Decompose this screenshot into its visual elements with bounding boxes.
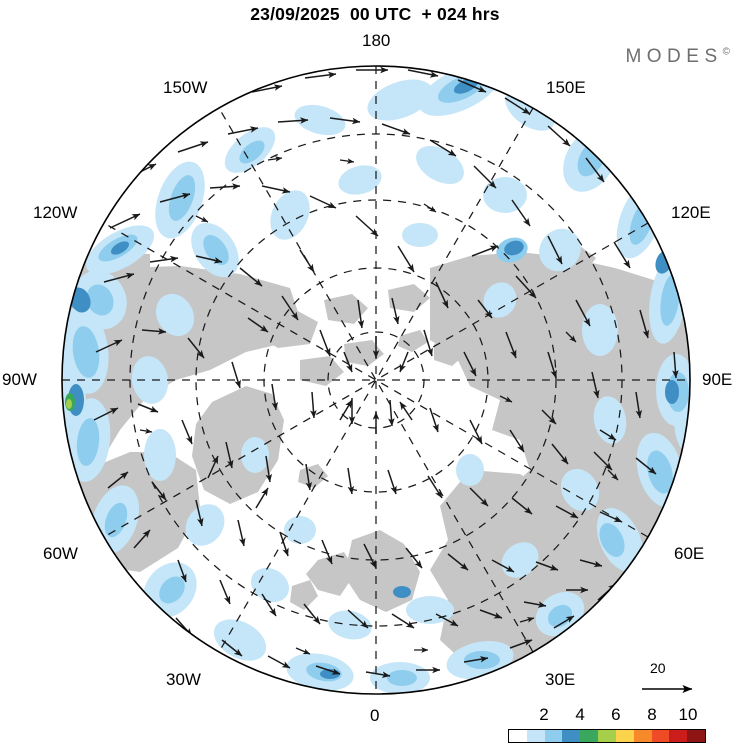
lon-label-60W: 60W (43, 544, 78, 563)
copyright-mark: © (722, 46, 730, 58)
colorbar-segment-2 (544, 730, 563, 742)
lon-label-180: 180 (362, 31, 391, 50)
colorbar-segment-4 (580, 730, 599, 742)
colorbar-ticks: 2 4 6 8 10 (508, 705, 706, 727)
lon-label-120W: 120W (33, 203, 78, 222)
colorbar-tick-6: 6 (611, 705, 621, 724)
colorbar-bar (508, 729, 706, 743)
field-shading-deep (68, 78, 679, 679)
vector-scale-arrow (642, 685, 693, 693)
wind-vectors-weak (139, 156, 619, 655)
colorbar-segment-7 (633, 730, 652, 742)
vector-scale-value: 20 (650, 660, 666, 676)
brand-logo: MODES© (625, 46, 730, 68)
latitude-circle-45 (195, 199, 557, 561)
globe-outline (61, 65, 691, 695)
colorbar-segment-10 (687, 730, 705, 742)
colorbar-segment-1 (526, 730, 545, 742)
lon-label-150W: 150W (163, 78, 208, 97)
lon-label-60E: 60E (674, 544, 705, 563)
colorbar: 2 4 6 8 10 (508, 705, 706, 745)
brand-name: MODES (625, 46, 723, 67)
lon-label-90E: 90E (702, 370, 733, 389)
colorbar-tick-10: 10 (678, 705, 698, 724)
lon-label-150E: 150E (546, 78, 586, 97)
colorbar-segment-3 (562, 730, 581, 742)
colorbar-tick-4: 4 (575, 705, 585, 724)
field-shading-yellowgreen (66, 399, 72, 409)
colorbar-segment-9 (669, 730, 688, 742)
colorbar-segment-5 (598, 730, 616, 742)
colorbar-segment-8 (651, 730, 670, 742)
lon-label-30E: 30E (545, 670, 576, 689)
colorbar-tick-2: 2 (539, 705, 549, 724)
vector-scale-legend: 20 (640, 660, 730, 702)
chart-title: 23/09/2025 00 UTC + 024 hrs (250, 4, 500, 24)
lon-label-90W: 90W (2, 370, 37, 389)
colorbar-segment-6 (615, 730, 634, 742)
lon-label-30W: 30W (166, 670, 201, 689)
lon-label-0: 0 (370, 706, 380, 725)
colorbar-segment-0 (509, 730, 527, 742)
lon-label-120E: 120E (671, 203, 711, 222)
colorbar-tick-8: 8 (647, 705, 657, 724)
